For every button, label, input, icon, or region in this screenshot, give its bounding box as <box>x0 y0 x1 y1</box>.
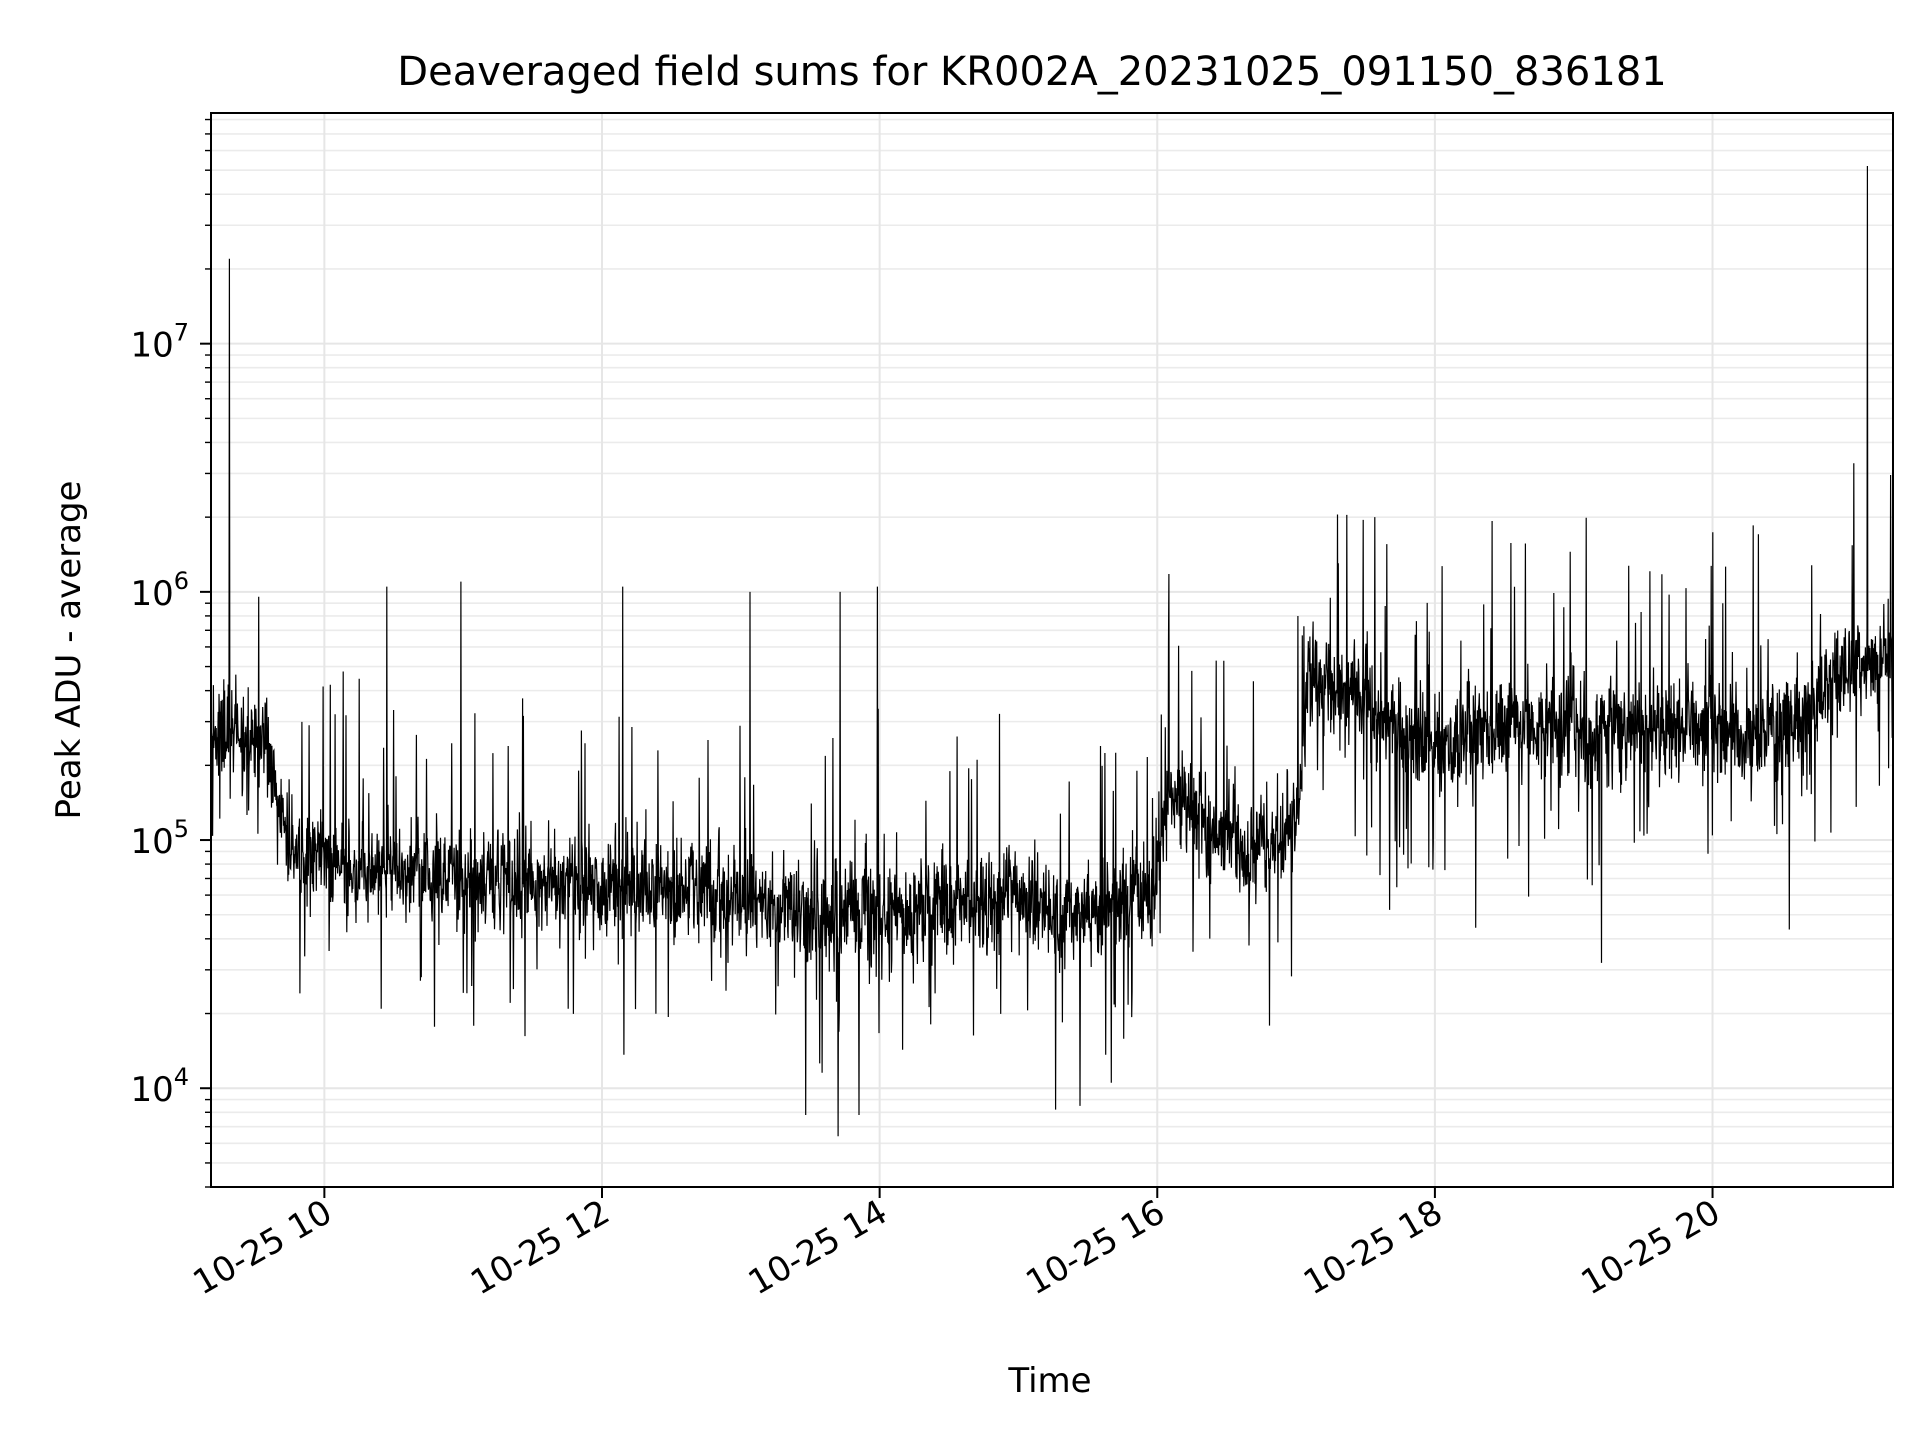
y-tick-label: 107 <box>130 319 189 366</box>
y-axis-label: Peak ADU - average <box>49 481 89 820</box>
series-line <box>211 165 1893 1137</box>
y-axis-ticks: 104 105 106 107 <box>130 118 211 1188</box>
y-tick-label: 104 <box>130 1063 189 1110</box>
chart-title: Deaveraged field sums for KR002A_2023102… <box>397 49 1666 95</box>
y-tick-label: 106 <box>130 567 189 614</box>
grid-minor <box>211 118 1893 1188</box>
y-tick-label: 105 <box>130 815 189 862</box>
x-axis-label: Time <box>1007 1361 1091 1401</box>
plot-frame <box>210 112 1894 1188</box>
